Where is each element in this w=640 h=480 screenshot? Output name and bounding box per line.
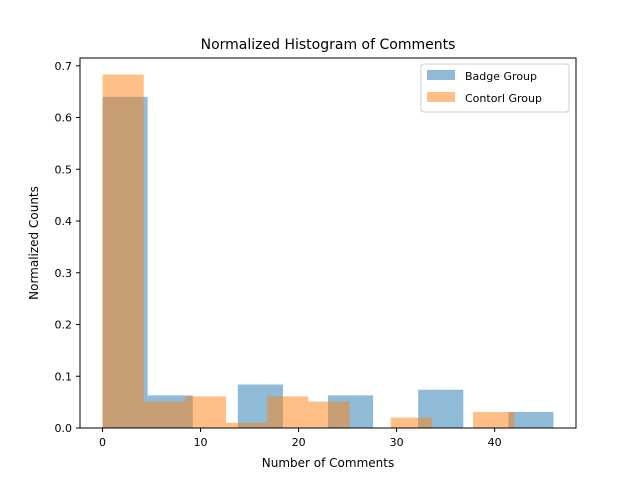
y-tick-label-0.0: 0.0 <box>55 422 73 435</box>
y-axis: 0.0 0.1 0.2 0.3 0.4 0.5 0.6 0.7 <box>55 60 80 435</box>
x-tick-label-20: 20 <box>292 436 306 449</box>
x-tick-label-30: 30 <box>390 436 404 449</box>
bar-contorl-group-1 <box>143 401 185 428</box>
bars-layer <box>102 74 554 428</box>
y-tick-label-0.2: 0.2 <box>55 319 73 332</box>
bar-contorl-group-4 <box>267 396 309 428</box>
y-tick-label-0.6: 0.6 <box>55 112 73 125</box>
legend-label-control-group: Contorl Group <box>465 92 542 105</box>
bar-contorl-group-9 <box>473 411 515 428</box>
legend-label-badge-group: Badge Group <box>465 70 537 83</box>
y-tick-label-0.3: 0.3 <box>55 267 73 280</box>
legend-swatch-badge-group <box>427 70 455 80</box>
bar-contorl-group-3 <box>226 422 268 428</box>
x-axis: 0 10 20 30 40 <box>99 428 502 449</box>
legend-swatch-control-group <box>427 92 455 102</box>
bar-badge-group-9 <box>508 411 554 428</box>
y-tick-label-0.5: 0.5 <box>55 163 73 176</box>
y-tick-label-0.1: 0.1 <box>55 370 73 383</box>
legend: Badge Group Contorl Group <box>420 63 570 113</box>
plot-frame <box>79 57 577 429</box>
chart-title: Normalized Histogram of Comments <box>201 37 456 53</box>
bar-contorl-group-5 <box>308 401 350 428</box>
x-tick-label-10: 10 <box>194 436 208 449</box>
x-tick-label-0: 0 <box>99 436 106 449</box>
y-tick-label-0.4: 0.4 <box>55 215 73 228</box>
x-tick-label-40: 40 <box>488 436 502 449</box>
bar-contorl-group-2 <box>184 396 227 428</box>
bar-contorl-group-0 <box>102 74 144 428</box>
legend-box <box>420 63 570 113</box>
x-axis-label: Number of Comments <box>262 456 394 470</box>
y-tick-label-0.7: 0.7 <box>55 60 73 73</box>
bar-contorl-group-7 <box>390 417 432 428</box>
y-axis-label: Normalized Counts <box>27 186 41 300</box>
